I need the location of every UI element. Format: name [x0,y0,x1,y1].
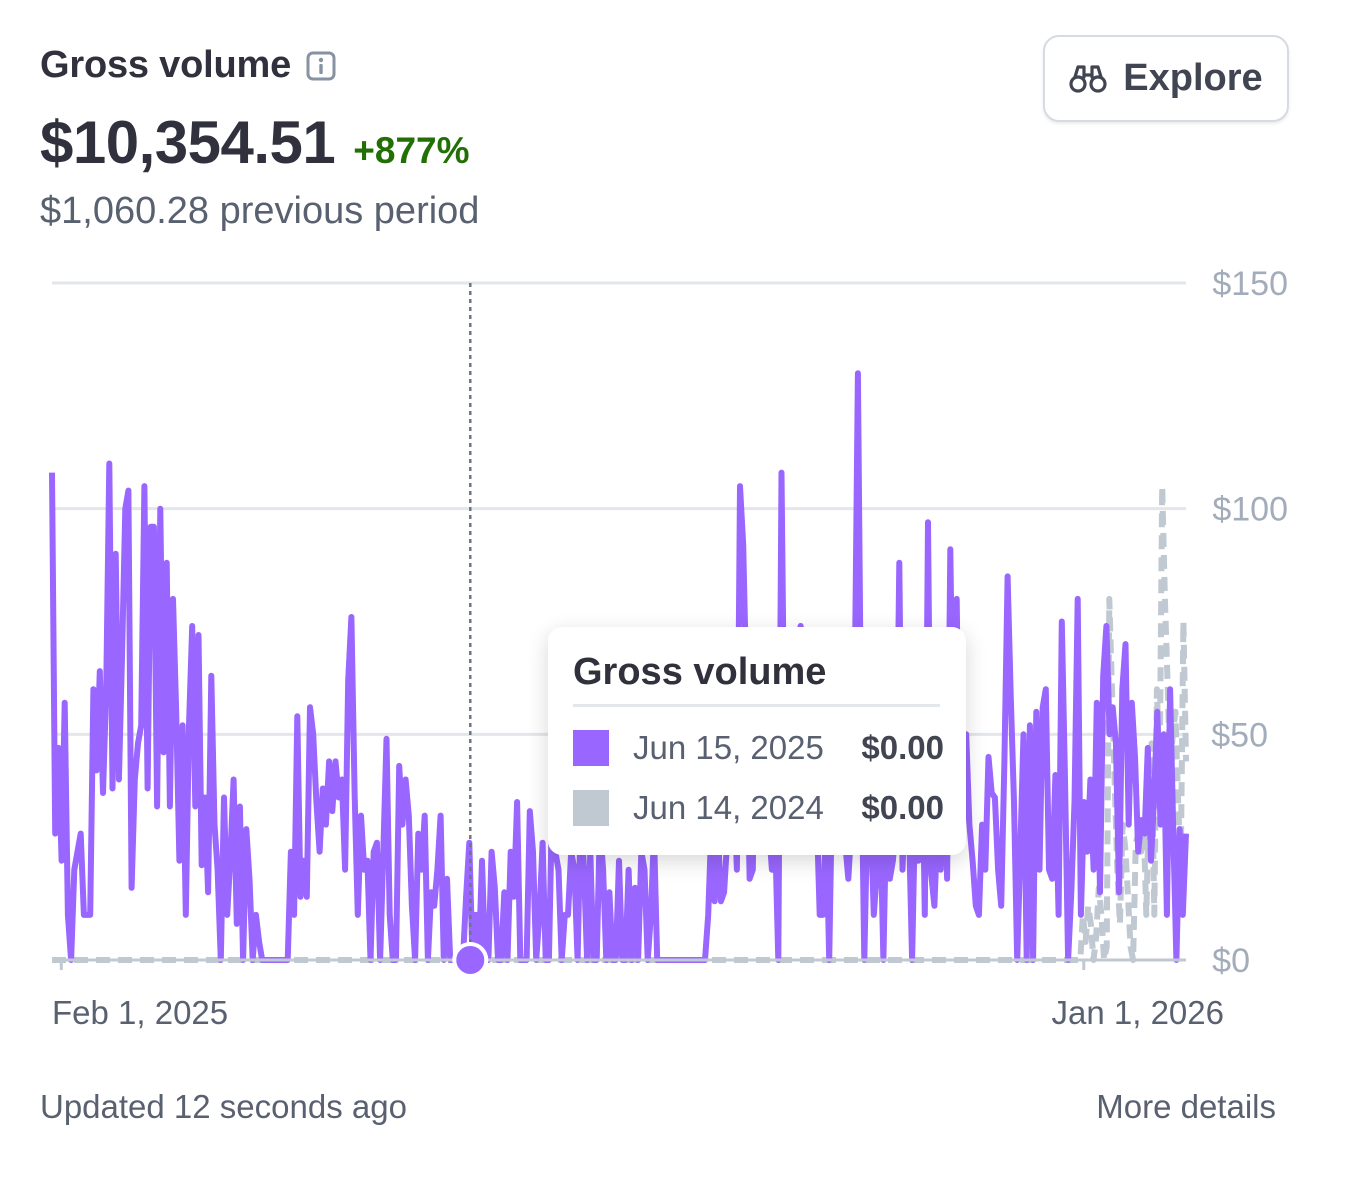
x-axis-labels: Feb 1, 2025 Jan 1, 2026 [52,994,1224,1031]
info-icon[interactable] [305,50,337,82]
gross-volume-chart[interactable]: $150 $100 $50 $0 Feb 1, 2025 Jan 1, 2026 [0,250,1348,1050]
binoculars-icon [1069,64,1107,93]
more-details-link[interactable]: More details [1096,1088,1276,1125]
explore-button[interactable]: Explore [1043,35,1289,122]
tooltip-date: Jun 14, 2024 [633,789,824,826]
y-tick-label: $150 [1212,265,1288,303]
x-tick-label: Feb 1, 2025 [52,994,228,1031]
y-tick-label: $0 [1212,942,1250,980]
hover-indicator [452,283,489,978]
previous-period-swatch [573,790,609,826]
change-badge: +877% [353,130,470,171]
tooltip-date: Jun 15, 2025 [633,729,824,766]
current-period-swatch [573,730,609,766]
y-tick-label: $100 [1212,491,1288,529]
x-tick-label: Jan 1, 2026 [1052,994,1224,1031]
y-axis-ticks: $150 $100 $50 $0 [1211,265,1288,980]
y-tick-label: $50 [1211,716,1268,754]
previous-period-amount: $1,060.28 previous period [40,190,480,232]
chart-tooltip: Gross volume Jun 15, 2025 $0.00 Jun 14, … [548,627,966,855]
x-axis [52,958,1186,970]
amount-row: $10,354.51 +877% [40,108,470,177]
tooltip-row-current: Jun 15, 2025 $0.00 [573,729,944,767]
tooltip-value: $0.00 [861,789,944,826]
tooltip-value: $0.00 [861,729,944,766]
gross-volume-amount: $10,354.51 [40,109,336,176]
current-period-line [49,370,1189,963]
tooltip-row-previous: Jun 14, 2024 $0.00 [573,789,944,827]
tooltip-title: Gross volume [573,651,940,707]
explore-button-label: Explore [1123,57,1263,99]
page-title: Gross volume [40,44,292,86]
updated-timestamp: Updated 12 seconds ago [40,1088,407,1125]
header-title: Gross volume [40,44,337,87]
hover-point [452,942,489,978]
